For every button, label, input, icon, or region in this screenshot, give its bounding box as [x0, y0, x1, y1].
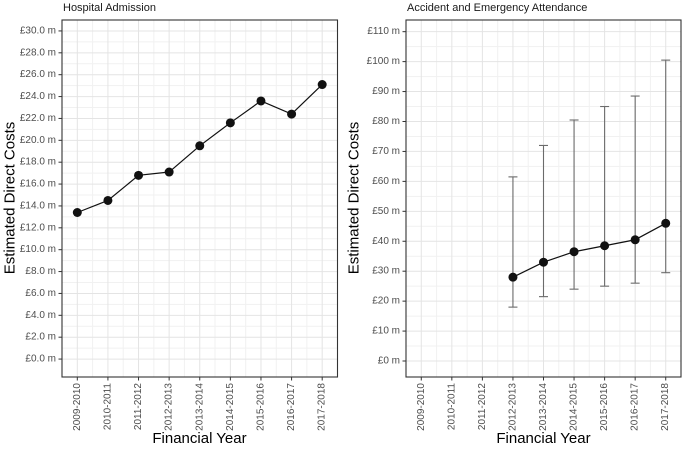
y-axis-title-left: Estimated Direct Costs — [1, 121, 19, 275]
x-tick-label: 2017-2018 — [317, 383, 328, 431]
y-tick-label: £40 m — [372, 236, 400, 247]
error-bar — [661, 59, 671, 274]
error-bar — [600, 105, 610, 287]
data-point — [134, 170, 144, 180]
y-tick-label: £60 m — [372, 176, 400, 187]
data-point — [164, 167, 174, 177]
x-tick-label: 2011-2012 — [133, 383, 144, 431]
y-tick-label: £22.0 m — [20, 113, 56, 124]
x-tick-label: 2015-2016 — [599, 383, 610, 431]
x-tick-label: 2016-2017 — [286, 383, 297, 431]
y-tick-label: £2.0 m — [25, 332, 56, 343]
x-tick-label: 2015-2016 — [255, 383, 266, 431]
error-bar — [539, 144, 548, 298]
y-tick-label: £18.0 m — [20, 157, 56, 168]
data-point — [317, 80, 327, 90]
error-bar — [508, 176, 518, 308]
x-tick-label: 2014-2015 — [225, 383, 236, 431]
x-tick-label: 2013-2014 — [194, 383, 205, 431]
y-tick-label: £0.0 m — [25, 354, 56, 365]
panel-title-ae-attendance: Accident and Emergency Attendance — [407, 2, 588, 14]
y-tick-label: £30 m — [372, 266, 400, 277]
data-point — [225, 118, 235, 128]
x-tick-label: 2013-2014 — [538, 383, 549, 431]
y-tick-label: £16.0 m — [20, 179, 56, 190]
data-point — [287, 109, 297, 119]
data-point — [661, 218, 671, 228]
y-tick-label: £8.0 m — [25, 266, 56, 277]
y-tick-label: £80 m — [372, 116, 400, 127]
data-point — [569, 247, 579, 257]
y-tick-label: £50 m — [372, 206, 400, 217]
x-tick-label: 2012-2013 — [164, 383, 175, 431]
x-tick-label: 2016-2017 — [630, 383, 641, 431]
panel-title-hospital-admission: Hospital Admission — [63, 2, 156, 14]
data-point — [600, 241, 610, 251]
y-tick-label: £26.0 m — [20, 69, 56, 80]
y-tick-label: £12.0 m — [20, 222, 56, 233]
y-tick-label: £110 m — [367, 26, 400, 37]
y-tick-label: £70 m — [372, 146, 400, 157]
data-point — [72, 208, 82, 217]
y-tick-label: £100 m — [367, 56, 400, 67]
x-tick-label: 2010-2011 — [102, 383, 113, 431]
x-tick-label: 2010-2011 — [446, 383, 457, 431]
x-axis-title-left: Financial Year — [152, 430, 247, 447]
data-point — [630, 235, 640, 245]
y-tick-label: £10.0 m — [20, 244, 56, 255]
y-tick-label: £20 m — [372, 296, 400, 307]
data-point — [103, 195, 113, 205]
y-tick-label: £10 m — [372, 326, 400, 337]
data-point — [256, 96, 266, 106]
x-tick-label: 2014-2015 — [569, 383, 580, 431]
y-axis-title-right: Estimated Direct Costs — [345, 121, 363, 275]
y-tick-label: £20.0 m — [20, 135, 56, 146]
y-tick-label: £6.0 m — [25, 288, 56, 299]
x-tick-label: 2017-2018 — [660, 383, 671, 431]
y-tick-label: £14.0 m — [20, 200, 56, 211]
panel-0: £0.0 m £2.0 m £4.0 m £6.0 m £8.0 m £10.0 m £12… — [20, 19, 339, 431]
error-bar — [630, 95, 640, 284]
x-tick-label: 2012-2013 — [507, 383, 518, 431]
data-point — [195, 141, 205, 151]
x-tick-label: 2009-2010 — [72, 383, 83, 431]
error-bar — [569, 119, 579, 290]
y-tick-label: £90 m — [372, 86, 400, 97]
x-tick-label: 2011-2012 — [477, 383, 488, 431]
y-tick-label: £0 m — [378, 356, 400, 367]
y-tick-label: £24.0 m — [20, 91, 56, 102]
data-point — [539, 257, 548, 267]
trend-line — [512, 222, 667, 278]
panel-1: £0 m £10 m £20 m £30 m £40 m £50 m £60 m £70 m £… — [367, 19, 682, 431]
x-axis-title-right: Financial Year — [496, 430, 591, 447]
y-tick-label: £28.0 m — [20, 47, 56, 58]
y-tick-label: £4.0 m — [25, 310, 56, 321]
data-point — [508, 272, 518, 282]
x-tick-label: 2009-2010 — [416, 383, 427, 431]
y-tick-label: £30.0 m — [20, 25, 56, 36]
